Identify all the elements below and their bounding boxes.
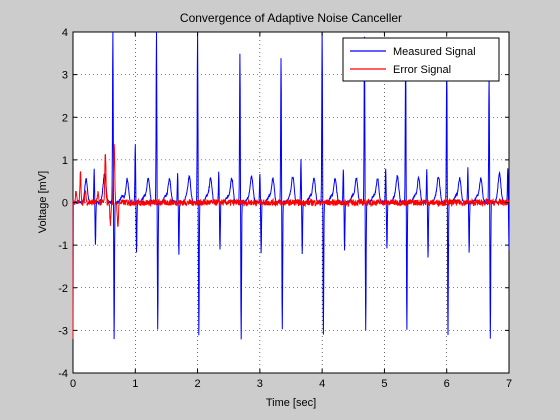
- y-tick-label: 1: [62, 155, 68, 167]
- y-tick-label: 3: [62, 70, 68, 82]
- legend-label-error: Error Signal: [393, 64, 451, 76]
- y-tick-label: 2: [62, 112, 68, 124]
- y-tick-label: 0: [62, 198, 68, 210]
- x-tick-label: 7: [506, 378, 512, 390]
- series-line-measured: [72, 31, 510, 340]
- y-tick-label: -3: [58, 325, 68, 337]
- legend: Measured Signal Error Signal: [342, 37, 500, 82]
- x-tick-label: 5: [381, 378, 387, 390]
- series-lines: [72, 31, 510, 340]
- y-tick-label: -2: [58, 283, 68, 295]
- x-tick-label: 4: [319, 378, 325, 390]
- y-tick-label: -1: [58, 240, 68, 252]
- legend-box: [342, 37, 500, 82]
- x-axis-label: Time [sec]: [266, 397, 316, 409]
- y-axis-label: Voltage [mV]: [37, 171, 49, 233]
- x-tick-label: 1: [132, 378, 138, 390]
- x-tick-label: 6: [444, 378, 450, 390]
- x-tick-label: 2: [195, 378, 201, 390]
- series-line-error: [72, 143, 510, 339]
- x-tick-label: 3: [257, 378, 263, 390]
- legend-label-measured: Measured Signal: [393, 46, 476, 58]
- x-tick-label: 0: [70, 378, 76, 390]
- axis-ticks: 0 1 2 3 4 5 6 7 -4 -3 -2 -1 0 1 2 3 4: [58, 27, 512, 390]
- y-tick-label: 4: [62, 27, 68, 39]
- chart-title: Convergence of Adaptive Noise Canceller: [180, 11, 402, 25]
- y-tick-label: -4: [58, 368, 68, 380]
